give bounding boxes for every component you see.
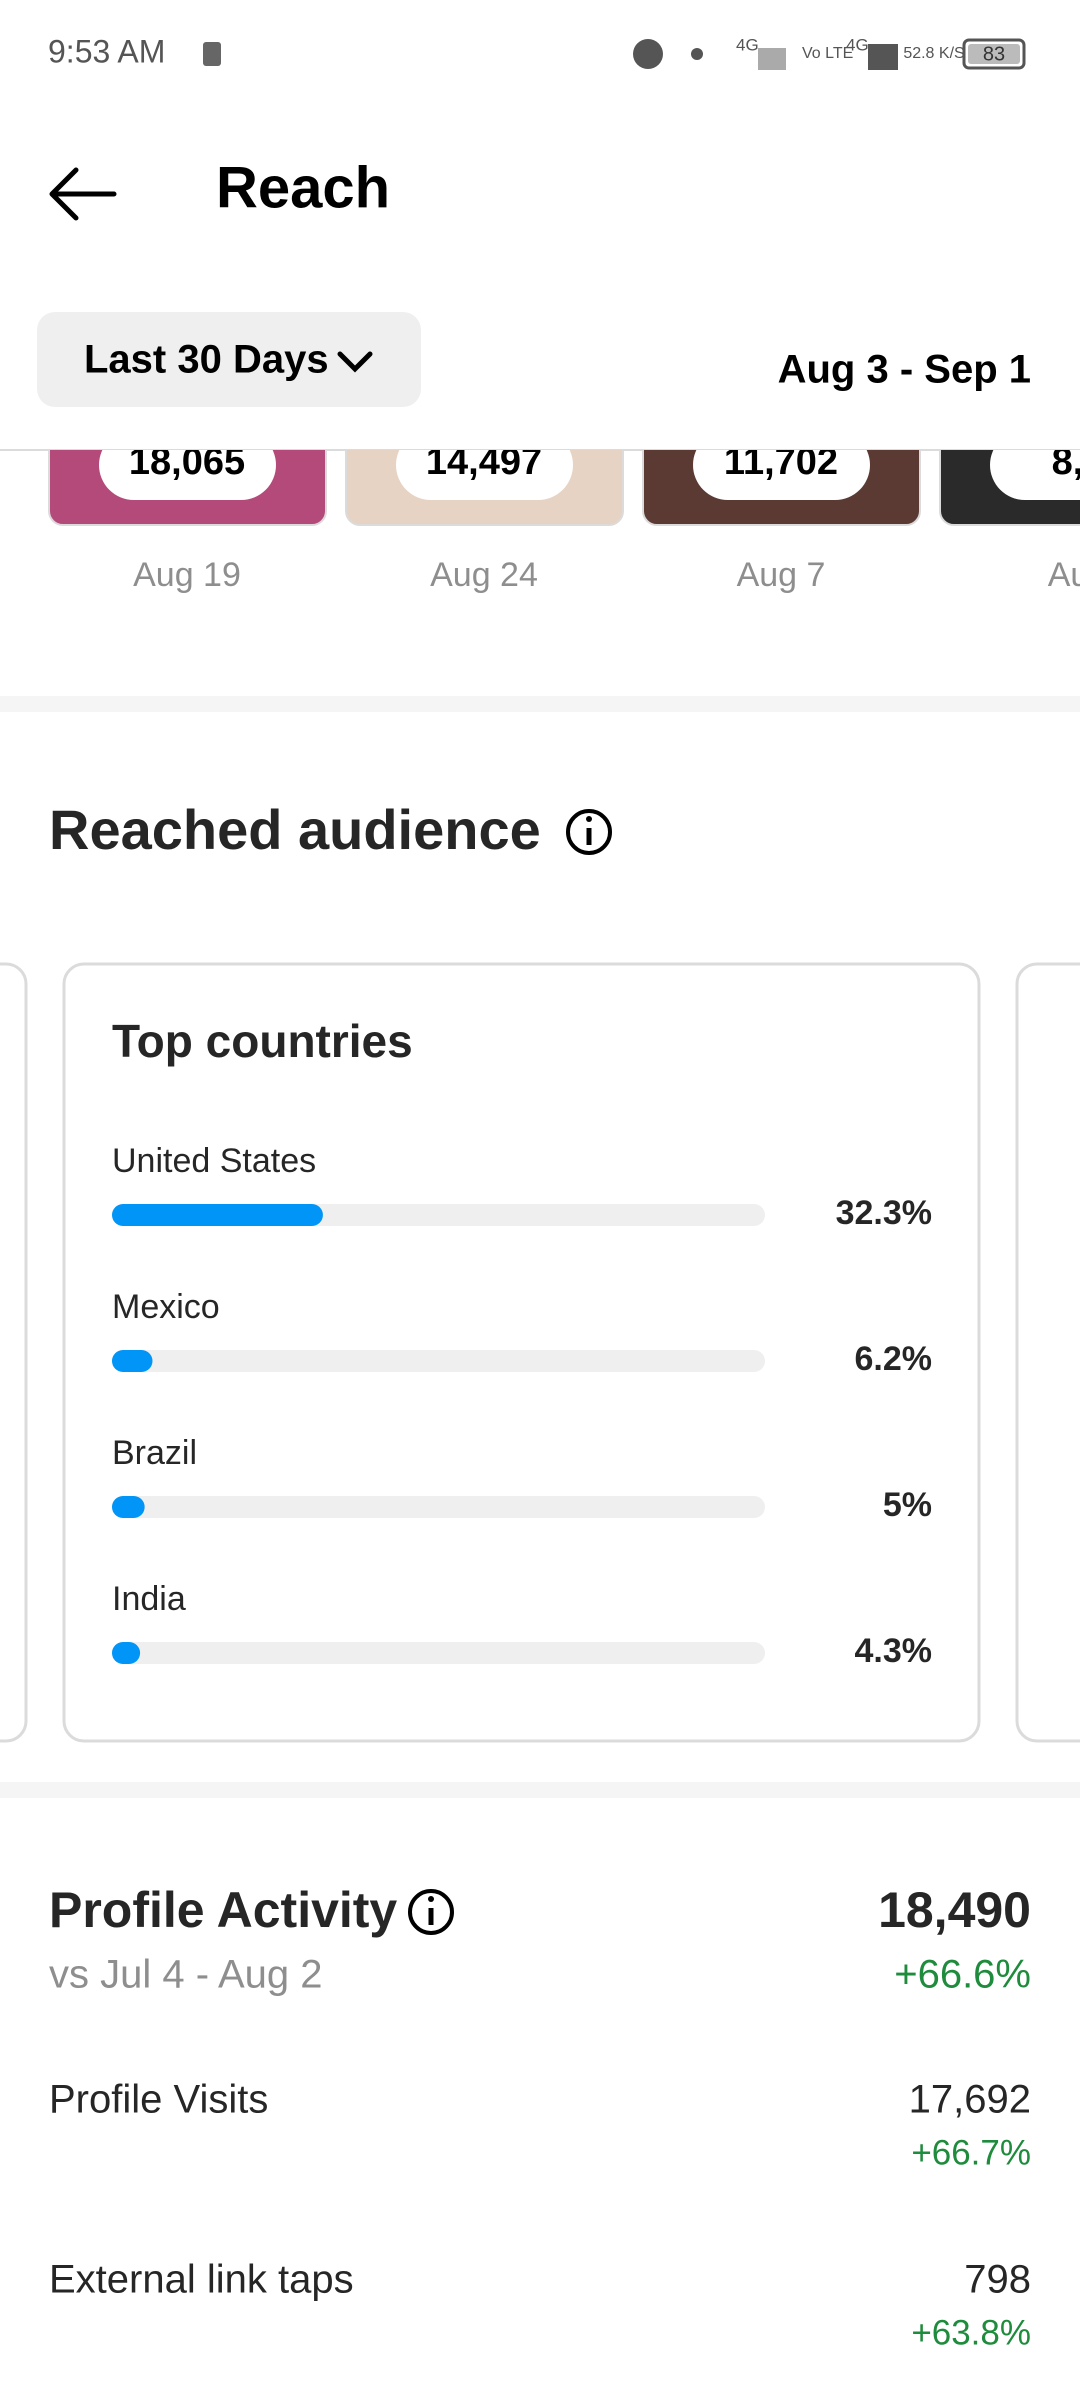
reach-pill bbox=[693, 450, 870, 500]
info-icon[interactable] bbox=[408, 1889, 454, 1935]
country-name: India bbox=[112, 1580, 186, 1618]
post-thumbnail[interactable]: 8,7 bbox=[939, 400, 1080, 526]
card-title: Top countries bbox=[112, 1015, 413, 1067]
reach-pill bbox=[396, 450, 573, 500]
total-value: 18,490 bbox=[878, 1882, 1031, 1938]
reach-pill bbox=[99, 450, 276, 500]
metric-label: Profile Visits bbox=[49, 2078, 268, 2122]
status-volte: Vo LTE bbox=[802, 45, 853, 62]
status-icon bbox=[203, 42, 221, 66]
reach-pill bbox=[990, 450, 1080, 500]
range-dropdown[interactable]: Last 30 Days bbox=[37, 312, 421, 407]
country-percent: 32.3% bbox=[836, 1194, 932, 1232]
info-icon[interactable] bbox=[566, 809, 612, 855]
back-button[interactable] bbox=[49, 167, 117, 221]
comparison: vs Jul 4 - Aug 2 bbox=[49, 1953, 322, 1997]
section-title: Reached audience bbox=[49, 798, 541, 861]
bar bbox=[112, 1642, 141, 1664]
metric-value: 798 bbox=[964, 2258, 1031, 2302]
post-reach: 11,702 bbox=[724, 441, 838, 483]
country-percent: 6.2% bbox=[855, 1340, 933, 1378]
bar bbox=[112, 1204, 323, 1226]
signal-icon bbox=[868, 44, 898, 70]
status-time: 9:53 AM bbox=[48, 33, 165, 69]
bar bbox=[112, 1496, 145, 1518]
alarm-icon bbox=[633, 39, 663, 69]
post-thumbnail[interactable]: 11,702 bbox=[642, 400, 921, 526]
total-change: +66.6% bbox=[894, 1953, 1031, 1997]
status-network: 4G bbox=[846, 35, 869, 54]
card bbox=[0, 962, 28, 1743]
post-thumbnail[interactable]: 14,497 bbox=[345, 400, 624, 526]
section-title: Profile Activity bbox=[49, 1882, 397, 1938]
section-separator bbox=[0, 696, 1080, 712]
metric-value: 17,692 bbox=[909, 2078, 1031, 2122]
post-reach: 8,7 bbox=[1052, 441, 1080, 483]
status-speed: 52.8 K/S bbox=[903, 45, 964, 62]
battery-text: 83 bbox=[983, 43, 1005, 65]
bar-track bbox=[112, 1496, 765, 1518]
range-label: Last 30 Days bbox=[84, 338, 329, 382]
bar bbox=[112, 1350, 153, 1372]
post-thumbnail[interactable]: 18,065 bbox=[48, 400, 327, 526]
country-name: Brazil bbox=[112, 1434, 197, 1472]
battery-icon bbox=[962, 38, 1026, 70]
post-date: Aug 7 bbox=[737, 556, 826, 594]
country-percent: 5% bbox=[883, 1486, 932, 1524]
post-date: Aug 24 bbox=[430, 556, 538, 594]
bar-track bbox=[112, 1350, 765, 1372]
hotspot-icon bbox=[691, 48, 703, 60]
signal-icon bbox=[758, 48, 786, 70]
bar-track bbox=[112, 1642, 765, 1664]
country-name: United States bbox=[112, 1142, 316, 1180]
metric-label: External link taps bbox=[49, 2258, 354, 2302]
post-date: Aug 19 bbox=[133, 556, 241, 594]
metric-change: +63.8% bbox=[911, 2313, 1031, 2352]
post-date: Aug bbox=[1048, 556, 1080, 594]
country-percent: 4.3% bbox=[855, 1632, 933, 1670]
battery-level bbox=[968, 44, 1020, 64]
date-range: Aug 3 - Sep 1 bbox=[778, 348, 1031, 392]
card bbox=[1015, 962, 1080, 1743]
section-separator bbox=[0, 1782, 1080, 1798]
page-title: Reach bbox=[216, 155, 390, 220]
metric-change: +66.7% bbox=[911, 2133, 1031, 2172]
status-network: 4G bbox=[736, 35, 759, 54]
country-name: Mexico bbox=[112, 1288, 220, 1326]
post-reach: 18,065 bbox=[129, 441, 245, 483]
post-reach: 14,497 bbox=[426, 441, 542, 483]
